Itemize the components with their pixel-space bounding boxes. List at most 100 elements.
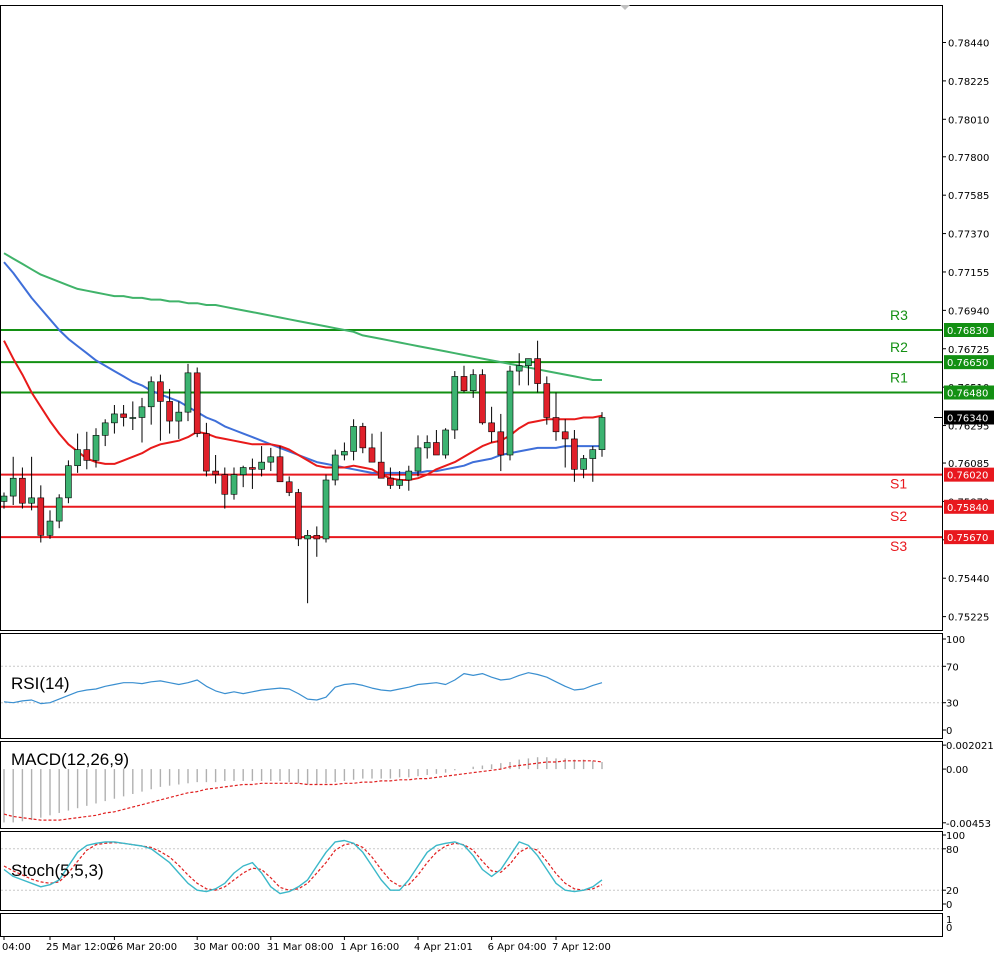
candle-body — [221, 474, 229, 495]
rsi-tick-label: 70 — [946, 662, 959, 673]
rsi-line — [3, 672, 603, 705]
candle-body — [101, 422, 109, 436]
candle-body — [129, 417, 137, 419]
macd-tick-label: -0.00453 — [946, 819, 991, 830]
candle-body — [552, 417, 560, 433]
time-tick-label: 1 Apr 16:00 — [340, 942, 399, 953]
candle-body — [212, 470, 219, 475]
price-tick-label: 0.78010 — [948, 115, 989, 126]
macd-title: MACD(12,26,9) — [11, 750, 129, 769]
price-tick-label: 0.76295 — [948, 422, 989, 433]
level-badge-label: 0.76480 — [947, 389, 988, 400]
candle-body — [9, 477, 17, 497]
candle-body — [341, 451, 348, 456]
level-name-r3: R3 — [890, 307, 908, 323]
candle-body — [368, 447, 376, 463]
candle-body — [469, 374, 477, 392]
panel-frame-bot — [0, 913, 943, 937]
candle-body — [74, 449, 81, 467]
level-badge-r1 — [944, 385, 994, 400]
current-price-label: 0.76340 — [947, 414, 988, 425]
candle-body — [166, 401, 173, 422]
time-tick-label: 25 Mar 12:00 — [46, 942, 113, 953]
candle-body — [175, 411, 183, 422]
candle-body — [506, 370, 514, 456]
level-name-s2: S2 — [890, 508, 907, 524]
ma-slow-line — [3, 252, 602, 381]
candle-body — [405, 470, 413, 481]
price-tick-label: 0.78440 — [948, 39, 989, 50]
time-tick-label: 04:00 — [2, 942, 31, 953]
candle-body — [589, 449, 597, 459]
price-tick-label: 0.76940 — [948, 306, 989, 317]
stoch-tick-label: 100 — [946, 831, 965, 842]
level-badge-label: 0.76650 — [947, 358, 988, 369]
price-tick-label: 0.77800 — [948, 153, 989, 164]
level-badge-s2 — [944, 499, 994, 514]
chart-shift-marker — [620, 5, 630, 10]
price-tick-label: 0.76085 — [948, 459, 989, 470]
candle-body — [377, 461, 385, 479]
candle-body — [313, 535, 321, 540]
time-tick-label: 26 Mar 20:00 — [110, 942, 177, 953]
current-price-badge — [944, 410, 994, 425]
level-name-r1: R1 — [890, 370, 908, 386]
stoch-title: Stoch(5,5,3) — [11, 861, 104, 880]
candle-body — [423, 442, 431, 449]
candle-body — [1, 495, 8, 502]
candle-body — [120, 413, 127, 418]
price-tick-label: 0.76725 — [948, 345, 989, 356]
level-name-s1: S1 — [890, 476, 907, 492]
level-badge-s1 — [944, 467, 994, 482]
price-tick-label: 0.77370 — [948, 230, 989, 241]
candle-body — [249, 467, 256, 470]
candle-body — [561, 431, 569, 440]
candle-body — [525, 358, 532, 367]
candle-body — [571, 438, 578, 470]
time-tick-label: 30 Mar 00:00 — [193, 942, 260, 953]
time-tick-label: 6 Apr 04:00 — [488, 942, 547, 953]
candle-body — [387, 477, 394, 486]
candle-body — [19, 477, 26, 504]
candle-body — [460, 376, 468, 392]
level-badge-r3 — [944, 323, 994, 337]
candle-body — [543, 383, 551, 418]
rsi-title: RSI(14) — [11, 674, 70, 693]
candle-body — [157, 381, 164, 402]
candle-body — [285, 481, 293, 493]
stoch-panel: 100 80 20 0 Stoch(5,5,3) — [1, 831, 965, 911]
candle-body — [534, 358, 541, 384]
time-tick-label: 4 Apr 21:01 — [414, 942, 473, 953]
candle-body — [276, 456, 284, 483]
candle-body — [203, 433, 210, 472]
candle-body — [322, 479, 330, 540]
panel-frame-rsi — [0, 633, 943, 739]
candle-body — [55, 497, 63, 522]
level-name-r2: R2 — [890, 339, 908, 355]
candle-body — [580, 458, 587, 470]
time-tick-label: 31 Mar 08:00 — [267, 942, 334, 953]
candle-body — [230, 474, 238, 495]
level-badge-label: 0.75840 — [947, 503, 988, 514]
candle-body — [267, 456, 275, 463]
level-badge-label: 0.76020 — [947, 471, 988, 482]
price-tick-label: 0.77585 — [948, 191, 989, 202]
price-tick-label: 0.77155 — [948, 268, 989, 279]
candle-body — [515, 365, 523, 372]
candle-body — [488, 422, 495, 433]
candle-body — [497, 431, 505, 456]
panel-frame-main — [0, 5, 943, 631]
candle-body — [598, 417, 606, 450]
candle-body — [138, 406, 146, 418]
candle-body — [433, 442, 440, 456]
stoch-tick-label: 0 — [946, 900, 952, 911]
candle-body — [331, 454, 339, 481]
panel-frame-stoch — [0, 831, 943, 911]
level-badge-r2 — [944, 355, 994, 370]
price-plot-area — [1, 252, 942, 604]
rsi-panel: 100 70 30 0 RSI(14) — [1, 635, 965, 737]
candle-body — [295, 492, 302, 540]
macd-signal-line — [3, 760, 603, 821]
